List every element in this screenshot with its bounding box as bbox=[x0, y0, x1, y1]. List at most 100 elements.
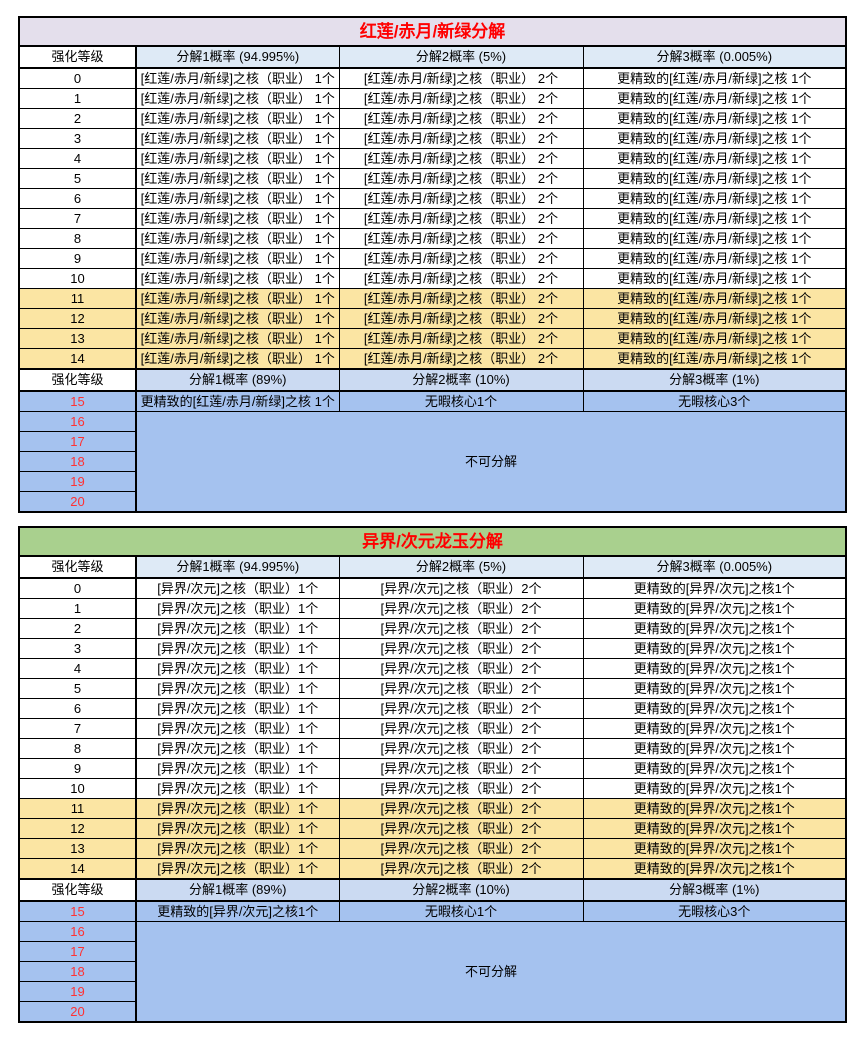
result-cell: [异界/次元]之核（职业）2个 bbox=[338, 698, 584, 719]
result-cell: [异界/次元]之核（职业）1个 bbox=[135, 758, 340, 779]
level-cell: 17 bbox=[18, 431, 137, 452]
result-cell: [异界/次元]之核（职业）2个 bbox=[338, 718, 584, 739]
table-row: 13 [红莲/赤月/新绿]之核（职业） 1个 [红莲/赤月/新绿]之核（职业） 2个… bbox=[18, 328, 847, 349]
column-header-decomp1: 分解1概率 (94.995%) bbox=[135, 555, 340, 579]
level-cell: 11 bbox=[18, 288, 137, 309]
result-cell: 更精致的[异界/次元]之核1个 bbox=[582, 718, 847, 739]
level-cell: 1 bbox=[18, 598, 137, 619]
result-cell: 更精致的[红莲/赤月/新绿]之核 1个 bbox=[582, 228, 847, 249]
result-cell: [红莲/赤月/新绿]之核（职业） 2个 bbox=[338, 188, 584, 209]
result-cell: [红莲/赤月/新绿]之核（职业） 1个 bbox=[135, 108, 340, 129]
result-cell: [红莲/赤月/新绿]之核（职业） 1个 bbox=[135, 67, 340, 89]
result-cell: [红莲/赤月/新绿]之核（职业） 2个 bbox=[338, 308, 584, 329]
table-head-section: 异界/次元龙玉分解 强化等级 分解1概率 (94.995%) 分解2概率 (5%… bbox=[18, 526, 847, 579]
result-cell: 更精致的[红莲/赤月/新绿]之核 1个 bbox=[135, 390, 340, 412]
result-cell: [红莲/赤月/新绿]之核（职业） 1个 bbox=[135, 248, 340, 269]
level-cell: 2 bbox=[18, 108, 137, 129]
level-cell: 13 bbox=[18, 838, 137, 859]
table-row: 9 [异界/次元]之核（职业）1个 [异界/次元]之核（职业）2个 更精致的[异界/次… bbox=[18, 758, 847, 779]
result-cell: 更精致的[异界/次元]之核1个 bbox=[582, 618, 847, 639]
table-row: 12 [红莲/赤月/新绿]之核（职业） 1个 [红莲/赤月/新绿]之核（职业） 2个… bbox=[18, 308, 847, 329]
result-cell: [红莲/赤月/新绿]之核（职业） 2个 bbox=[338, 288, 584, 309]
result-cell: [异界/次元]之核（职业）2个 bbox=[338, 577, 584, 599]
result-cell: 更精致的[异界/次元]之核1个 bbox=[582, 678, 847, 699]
column-header-decomp2: 分解2概率 (10%) bbox=[338, 368, 584, 392]
result-cell: [异界/次元]之核（职业）2个 bbox=[338, 778, 584, 799]
table-mid-section: 强化等级 分解1概率 (89%) 分解2概率 (10%) 分解3概率 (1%) … bbox=[18, 878, 847, 922]
table-row: 14 [红莲/赤月/新绿]之核（职业） 1个 [红莲/赤月/新绿]之核（职业） 2个… bbox=[18, 348, 847, 370]
result-cell: [红莲/赤月/新绿]之核（职业） 1个 bbox=[135, 268, 340, 289]
level-cell: 6 bbox=[18, 188, 137, 209]
table-row: 9 [红莲/赤月/新绿]之核（职业） 1个 [红莲/赤月/新绿]之核（职业） 2个更… bbox=[18, 248, 847, 269]
level-cell: 0 bbox=[18, 67, 137, 89]
level-cell: 19 bbox=[18, 471, 137, 492]
level-cell: 15 bbox=[18, 390, 137, 412]
level-cell: 5 bbox=[18, 678, 137, 699]
result-cell: [异界/次元]之核（职业）2个 bbox=[338, 618, 584, 639]
result-cell: 更精致的[红莲/赤月/新绿]之核 1个 bbox=[582, 328, 847, 349]
result-cell: [红莲/赤月/新绿]之核（职业） 1个 bbox=[135, 348, 340, 370]
result-cell: [红莲/赤月/新绿]之核（职业） 1个 bbox=[135, 328, 340, 349]
table-row: 4 [异界/次元]之核（职业）1个 [异界/次元]之核（职业）2个 更精致的[异界/次… bbox=[18, 658, 847, 679]
result-cell: [异界/次元]之核（职业）1个 bbox=[135, 838, 340, 859]
locked-row: 18 bbox=[18, 961, 846, 982]
locked-row: 20 bbox=[18, 1001, 846, 1023]
level-cell: 5 bbox=[18, 168, 137, 189]
table-row: 14 [异界/次元]之核（职业）1个 [异界/次元]之核（职业）2个 更精致的[异界/… bbox=[18, 858, 847, 880]
column-header-level: 强化等级 bbox=[18, 45, 137, 69]
result-cell: [红莲/赤月/新绿]之核（职业） 1个 bbox=[135, 208, 340, 229]
table-title: 异界/次元龙玉分解 bbox=[18, 526, 847, 557]
level-cell: 3 bbox=[18, 128, 137, 149]
table-title: 红莲/赤月/新绿分解 bbox=[18, 16, 847, 47]
column-header-decomp1: 分解1概率 (89%) bbox=[135, 368, 340, 392]
table-row: 8 [异界/次元]之核（职业）1个 [异界/次元]之核（职业）2个 更精致的[异界/次… bbox=[18, 738, 847, 759]
result-cell: [异界/次元]之核（职业）2个 bbox=[338, 598, 584, 619]
result-cell: [异界/次元]之核（职业）2个 bbox=[338, 638, 584, 659]
level-cell: 4 bbox=[18, 148, 137, 169]
result-cell: [红莲/赤月/新绿]之核（职业） 1个 bbox=[135, 128, 340, 149]
table-row: 2 [红莲/赤月/新绿]之核（职业） 1个 [红莲/赤月/新绿]之核（职业） 2个更… bbox=[18, 108, 847, 129]
result-cell: [异界/次元]之核（职业）1个 bbox=[135, 858, 340, 880]
table-mid-section: 强化等级 分解1概率 (89%) 分解2概率 (10%) 分解3概率 (1%) … bbox=[18, 368, 847, 412]
level-cell: 8 bbox=[18, 738, 137, 759]
locked-levels-section: 16 不可分解 17 18 19 20 bbox=[18, 411, 847, 513]
locked-levels-section: 16 不可分解 17 18 19 20 bbox=[18, 921, 847, 1023]
locked-row: 18 bbox=[18, 451, 846, 472]
level-cell: 8 bbox=[18, 228, 137, 249]
table-row: 5 [红莲/赤月/新绿]之核（职业） 1个 [红莲/赤月/新绿]之核（职业） 2个更… bbox=[18, 168, 847, 189]
result-cell: 更精致的[异界/次元]之核1个 bbox=[582, 778, 847, 799]
level-cell: 1 bbox=[18, 88, 137, 109]
result-cell: [红莲/赤月/新绿]之核（职业） 2个 bbox=[338, 88, 584, 109]
level-cell: 7 bbox=[18, 718, 137, 739]
table-row: 10 [红莲/赤月/新绿]之核（职业） 1个 [红莲/赤月/新绿]之核（职业） 2个… bbox=[18, 268, 847, 289]
table-row: 3 [异界/次元]之核（职业）1个 [异界/次元]之核（职业）2个 更精致的[异界/次… bbox=[18, 638, 847, 659]
column-header-decomp3: 分解3概率 (1%) bbox=[582, 878, 847, 902]
not-decomposable-cell: 不可分解 bbox=[135, 411, 847, 513]
table-row: 6 [红莲/赤月/新绿]之核（职业） 1个 [红莲/赤月/新绿]之核（职业） 2个更… bbox=[18, 188, 847, 209]
result-cell: 无暇核心1个 bbox=[338, 390, 584, 412]
level-cell: 11 bbox=[18, 798, 137, 819]
column-header-level: 强化等级 bbox=[18, 555, 137, 579]
table-row: 12 [异界/次元]之核（职业）1个 [异界/次元]之核（职业）2个 更精致的[异界/… bbox=[18, 818, 847, 839]
result-cell: [红莲/赤月/新绿]之核（职业） 2个 bbox=[338, 348, 584, 370]
result-cell: [红莲/赤月/新绿]之核（职业） 1个 bbox=[135, 188, 340, 209]
header-row: 强化等级 分解1概率 (94.995%) 分解2概率 (5%) 分解3概率 (0… bbox=[18, 45, 847, 69]
table-row: 6 [异界/次元]之核（职业）1个 [异界/次元]之核（职业）2个 更精致的[异界/次… bbox=[18, 698, 847, 719]
level-cell: 19 bbox=[18, 981, 137, 1002]
mid-header-row: 强化等级 分解1概率 (89%) 分解2概率 (10%) 分解3概率 (1%) bbox=[18, 878, 847, 902]
table-row: 5 [异界/次元]之核（职业）1个 [异界/次元]之核（职业）2个 更精致的[异界/次… bbox=[18, 678, 847, 699]
table-row: 7 [红莲/赤月/新绿]之核（职业） 1个 [红莲/赤月/新绿]之核（职业） 2个更… bbox=[18, 208, 847, 229]
result-cell: 更精致的[异界/次元]之核1个 bbox=[582, 758, 847, 779]
result-cell: [红莲/赤月/新绿]之核（职业） 2个 bbox=[338, 148, 584, 169]
result-cell: [红莲/赤月/新绿]之核（职业） 2个 bbox=[338, 168, 584, 189]
locked-row: 20 bbox=[18, 491, 846, 513]
level-rows-section: 0 [红莲/赤月/新绿]之核（职业） 1个 [红莲/赤月/新绿]之核（职业） 2个更… bbox=[18, 67, 847, 370]
column-header-decomp3: 分解3概率 (0.005%) bbox=[582, 45, 847, 69]
level-cell: 18 bbox=[18, 451, 137, 472]
result-cell: [红莲/赤月/新绿]之核（职业） 2个 bbox=[338, 248, 584, 269]
result-cell: 更精致的[异界/次元]之核1个 bbox=[582, 738, 847, 759]
level-cell: 9 bbox=[18, 758, 137, 779]
level-cell: 0 bbox=[18, 577, 137, 599]
title-row: 异界/次元龙玉分解 bbox=[18, 526, 847, 557]
result-cell: [红莲/赤月/新绿]之核（职业） 1个 bbox=[135, 88, 340, 109]
